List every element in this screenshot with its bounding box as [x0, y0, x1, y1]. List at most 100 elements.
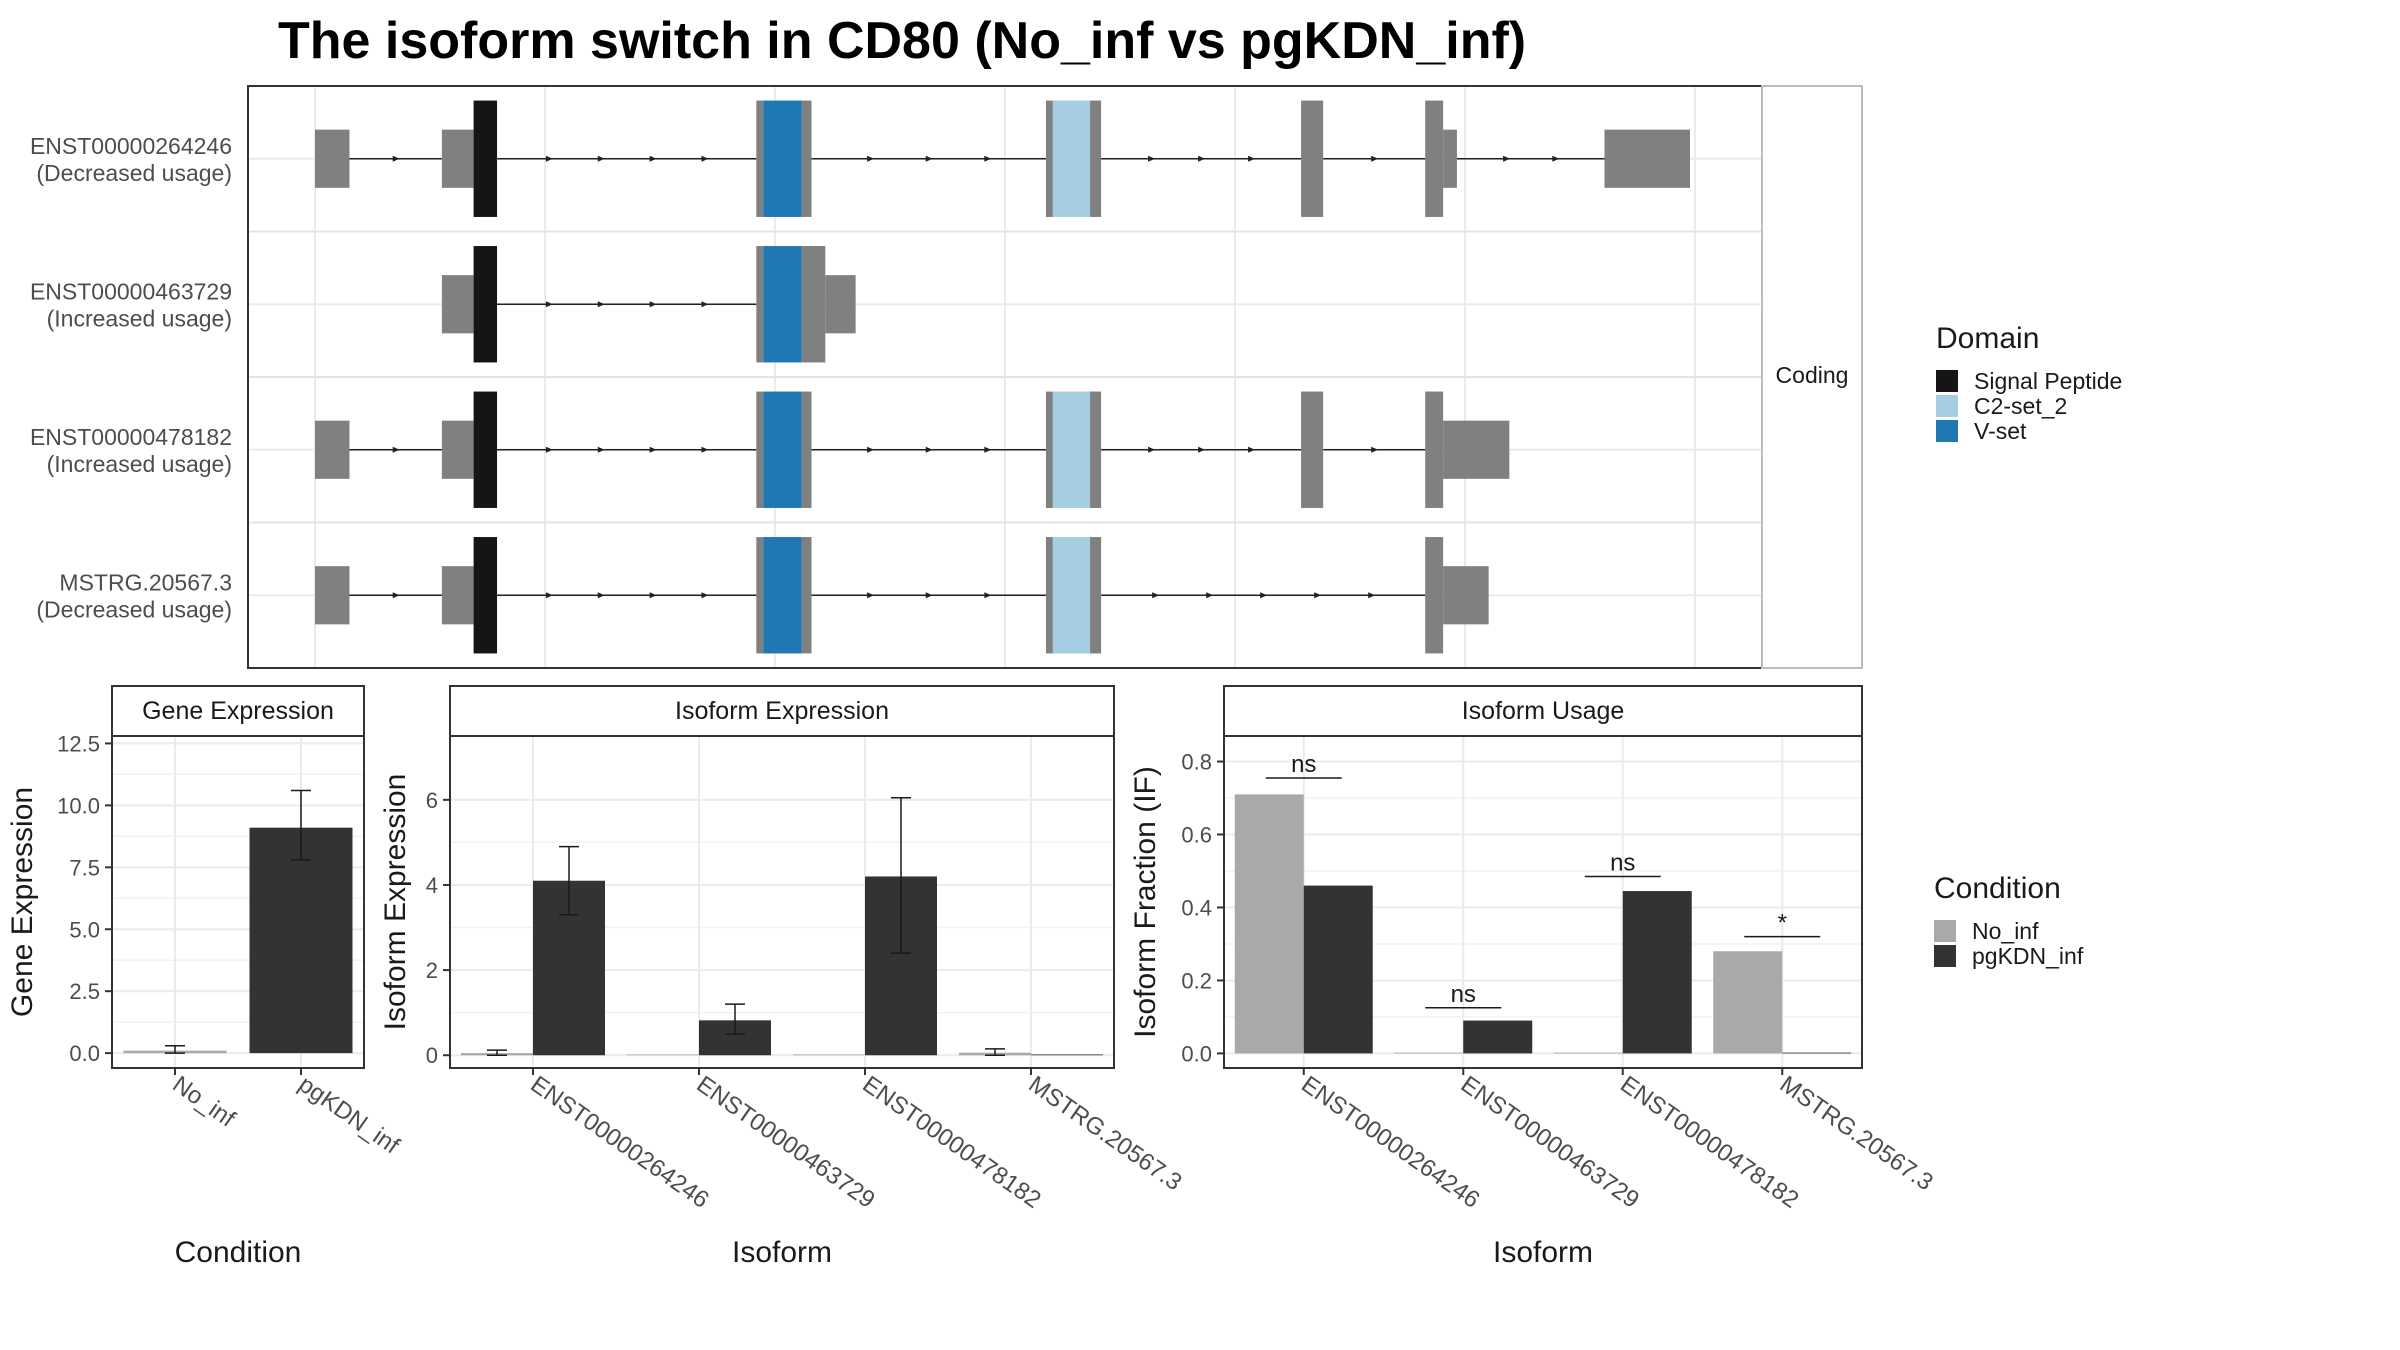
transcript-track-ENST00000478182 [315, 391, 1510, 508]
intron-arrow [1248, 155, 1256, 162]
bar-MSTRG.20567.3-pgKDN_inf [1782, 1052, 1852, 1054]
sig-domain-block [473, 100, 498, 217]
x-tick-label: No_inf [168, 1071, 241, 1133]
intron-arrow [701, 301, 709, 308]
y-axis-title: Isoform Expression [379, 774, 412, 1031]
y-tick-label: 0.0 [69, 1041, 100, 1066]
utr-exon-block [441, 566, 474, 625]
utr-exon-block [825, 275, 856, 334]
figure-title: The isoform switch in CD80 (No_inf vs pg… [278, 12, 1526, 70]
intron-arrow [701, 592, 709, 599]
bar-MSTRG.20567.3-No_inf [1713, 951, 1783, 1054]
intron-arrow [701, 446, 709, 453]
coding-exon-block [1301, 100, 1324, 217]
intron-arrow [1314, 592, 1322, 599]
intron-arrow [392, 446, 400, 453]
panel-strip-title: Isoform Expression [675, 697, 889, 725]
intron-arrow [545, 155, 553, 162]
utr-exon-block [1443, 566, 1489, 625]
bar-ENST00000463729-No_inf [627, 1054, 699, 1056]
legend-key-pgKDN_inf [1934, 945, 1956, 967]
vset-domain-block [763, 391, 802, 508]
panel-strip-title: Isoform Usage [1462, 697, 1625, 725]
coding-exon-block [801, 100, 812, 217]
sig-domain-block [473, 246, 498, 363]
y-tick-label: 0.0 [1181, 1041, 1212, 1066]
coding-exon-block [756, 246, 764, 363]
legend-key-C2-set_2 [1936, 395, 1958, 417]
transcript-track-MSTRG.20567.3 [315, 537, 1489, 654]
c2-domain-block [1052, 391, 1091, 508]
intron-arrow [1371, 446, 1379, 453]
y-tick-label: 12.5 [57, 731, 100, 756]
coding-exon-block [1045, 537, 1053, 654]
coding-exon-block [1301, 391, 1324, 508]
c2-domain-block [1052, 537, 1091, 654]
transcript-label-usage: (Increased usage) [47, 305, 232, 331]
legend-label: No_inf [1972, 918, 2039, 944]
coding-exon-block [1045, 100, 1053, 217]
coding-exon-block [1425, 391, 1444, 508]
intron-arrow [597, 592, 605, 599]
coding-facet-label: Coding [1776, 362, 1849, 388]
panel-plot-border [111, 735, 365, 1069]
legend-title: Domain [1936, 322, 2039, 355]
transcript-label-usage: (Increased usage) [47, 451, 232, 477]
coding-exon-block [1090, 391, 1102, 508]
coding-exon-block [801, 391, 812, 508]
y-tick-label: 0.6 [1181, 823, 1212, 848]
intron-arrow [1206, 592, 1214, 599]
gene-expression-panel: Gene Expression 0.0 2.5 5.0 7.5 10.0 12.5 No_in… [6, 685, 405, 1269]
intron-arrow [925, 592, 933, 599]
intron-arrow [1371, 155, 1379, 162]
intron-arrow [984, 446, 992, 453]
isoform-usage-panel: Isoform Usagensnsns*0.00.20.40.60.8ENST0… [1129, 685, 1938, 1269]
legend-title: Condition [1934, 872, 2061, 905]
bar-ENST00000463729-No_inf [1394, 1052, 1464, 1054]
x-tick-label: MSTRG.20567.3 [1024, 1071, 1187, 1196]
coding-exon-block [801, 246, 826, 363]
intron-arrow [545, 301, 553, 308]
y-tick-label: 0 [426, 1043, 438, 1068]
transcript-track-ENST00000463729 [441, 246, 856, 363]
intron-arrow [867, 155, 875, 162]
intron-arrow [925, 446, 933, 453]
intron-arrow [701, 155, 709, 162]
utr-exon-block [315, 566, 350, 625]
y-tick-label: 0.4 [1181, 895, 1212, 920]
bar-ENST00000264246-No_inf [1234, 794, 1304, 1054]
utr-exon-block [1443, 129, 1457, 188]
significance-label: ns [1291, 751, 1316, 778]
y-tick-label: 2.5 [69, 979, 100, 1004]
y-tick-label: 4 [426, 873, 438, 898]
intron-arrow [649, 592, 657, 599]
utr-exon-block [315, 129, 350, 188]
bar-ENST00000478182-No_inf [1553, 1052, 1623, 1054]
significance-label: * [1778, 910, 1787, 937]
x-tick-label: ENST00000478182 [858, 1071, 1046, 1214]
transcript-structure-panel: ENST00000264246(Decreased usage)ENST0000… [30, 85, 1863, 669]
intron-arrow [1152, 592, 1160, 599]
intron-arrow [597, 301, 605, 308]
legend-label: pgKDN_inf [1972, 943, 2084, 969]
y-axis-title: Gene Expression [6, 787, 39, 1017]
x-axis-title: Condition [175, 1236, 302, 1269]
intron-arrow [649, 446, 657, 453]
y-tick-label: 0.2 [1181, 968, 1212, 993]
bar-ENST00000478182-No_inf [793, 1054, 865, 1056]
legend-label: Signal Peptide [1974, 368, 2122, 394]
transcript-label-id: ENST00000264246 [30, 133, 232, 159]
bar-ENST00000463729-pgKDN_inf [1463, 1020, 1533, 1054]
utr-exon-block [441, 420, 474, 479]
transcript-label-usage: (Decreased usage) [36, 160, 232, 186]
intron-arrow [545, 446, 553, 453]
y-tick-label: 10.0 [57, 793, 100, 818]
bar-pgKDN_inf-pgKDN_inf [249, 827, 353, 1054]
intron-arrow [984, 155, 992, 162]
legend-key-Signal Peptide [1936, 370, 1958, 392]
utr-exon-block [315, 420, 350, 479]
x-tick-label: pgKDN_inf [294, 1071, 405, 1160]
y-tick-label: 6 [426, 788, 438, 813]
